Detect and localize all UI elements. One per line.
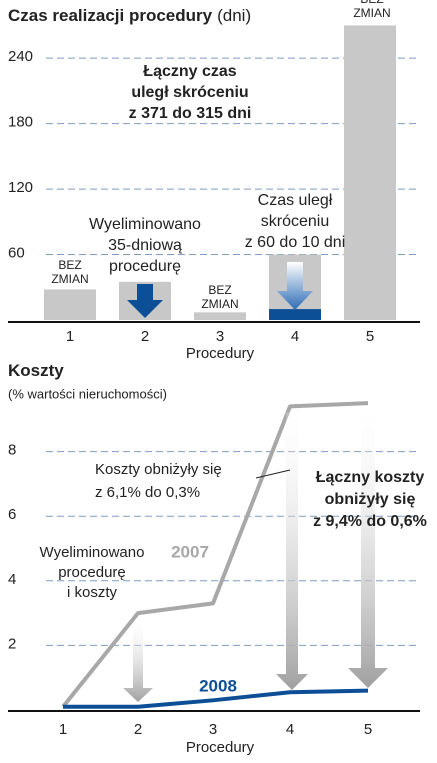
arrow [348, 410, 388, 688]
annotation: z 6,1% do 0,3% [95, 484, 200, 501]
arrow [276, 412, 308, 690]
x-tick-label: 3 [209, 721, 217, 738]
annotation: z 371 do 315 dni [129, 105, 252, 122]
annotation: Wyeliminowano [40, 544, 145, 561]
x-tick-label: 4 [286, 721, 294, 738]
line-series [61, 401, 369, 709]
x-axis-label: Procedury [186, 739, 255, 756]
annotation: Łączny koszty [316, 469, 425, 486]
annotation: BEZ [208, 283, 231, 297]
title-text: Czas realizacji procedury [8, 6, 213, 25]
title-text: Koszty [8, 361, 64, 380]
x-tick-label: 2 [141, 328, 149, 345]
title-unit: (dni) [217, 6, 251, 25]
arrow [127, 284, 163, 318]
bar [344, 25, 396, 320]
y-tick-label: 120 [8, 179, 33, 196]
series-label: 2007 [171, 542, 209, 561]
annotation: ZMIAN [51, 272, 88, 286]
y-tick-label: 60 [8, 245, 25, 262]
y-tick-label: 4 [8, 571, 16, 588]
annotation: Wyeliminowano [89, 216, 201, 233]
chart-subtitle: (% wartości nieruchomości) [8, 386, 167, 401]
arrows [123, 262, 388, 702]
annotation: obniżyły się [325, 491, 416, 508]
annotation: 35-dniową [108, 237, 182, 254]
annotation: z 60 do 10 dni [245, 234, 346, 251]
annotation: procedurę [58, 564, 126, 581]
x-axis-label: Procedury [186, 345, 255, 362]
annotation: z 9,4% do 0,6% [313, 513, 427, 530]
y-tick-label: 6 [8, 506, 16, 523]
chart-title: Koszty [8, 361, 64, 380]
y-tick-label: 2 [8, 635, 16, 652]
annotation: BEZ [360, 0, 383, 6]
x-tick-label: 5 [364, 721, 372, 738]
annotation: procedurę [109, 258, 181, 275]
series-label: 2008 [199, 676, 237, 695]
x-tick-label: 2 [134, 721, 142, 738]
x-tick-label: 5 [366, 328, 374, 345]
bar [194, 312, 246, 320]
annotation: Czas uległ [258, 192, 333, 209]
y-tick-label: 240 [8, 48, 33, 65]
annotation: ZMIAN [201, 297, 238, 311]
leader-line [255, 469, 291, 479]
annotation: skróceniu [261, 213, 329, 230]
annotation: Koszty obniżyły się [95, 461, 222, 478]
arrow [123, 622, 153, 702]
annotation: ZMIAN [353, 6, 390, 20]
annotation: i koszty [67, 584, 118, 601]
annotation: Łączny czas [143, 63, 236, 80]
y-tick-label: 180 [8, 114, 33, 131]
bar [44, 289, 96, 320]
x-tick-label: 4 [291, 328, 299, 345]
annotation: BEZ [58, 258, 81, 272]
x-tick-label: 1 [66, 328, 74, 345]
annotation: uległ skróceniu [131, 84, 248, 101]
x-tick-label: 1 [59, 721, 67, 738]
y-tick-label: 8 [8, 442, 16, 459]
line-series [63, 688, 369, 709]
arrow [277, 262, 313, 310]
x-tick-label: 3 [216, 328, 224, 345]
bar [269, 309, 321, 320]
chart-title: Czas realizacji procedury (dni) [8, 6, 251, 25]
